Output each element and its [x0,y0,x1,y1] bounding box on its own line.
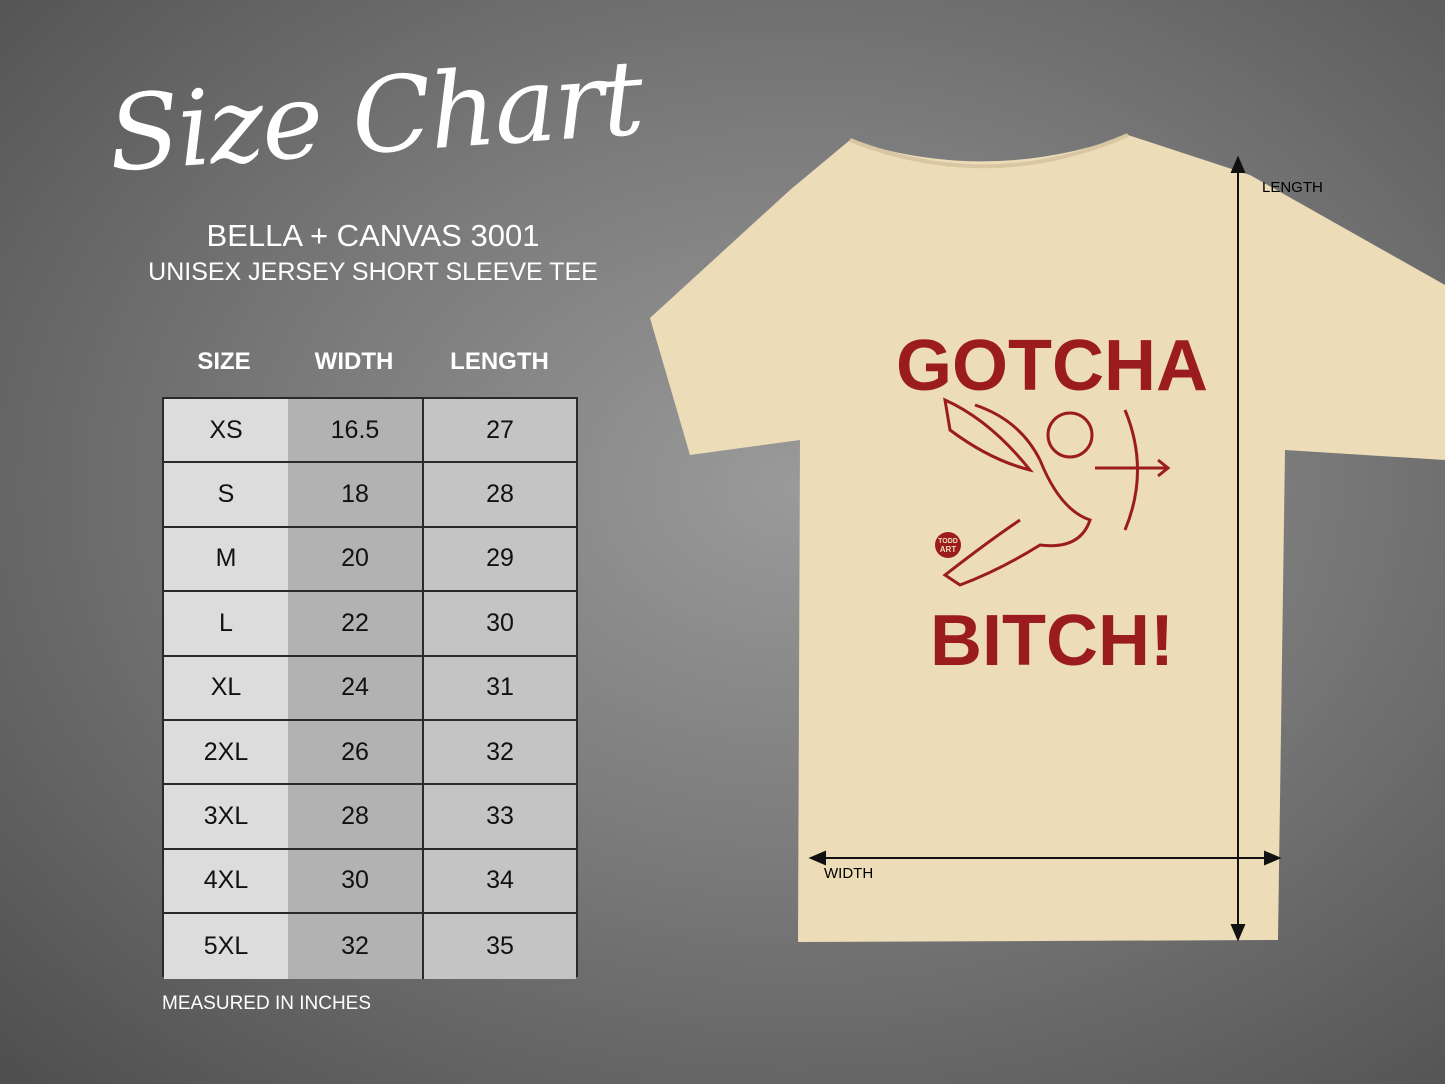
brand-model: BELLA + CANVAS 3001 [206,218,540,253]
todd-art-logo [935,532,961,558]
table-row: XL 24 31 [164,656,576,721]
width-arrow [808,850,1282,866]
print-text-top: GOTCHA [896,326,1208,406]
size-cell: 5XL [164,914,288,979]
width-cell: 22 [288,592,424,655]
logo-text-top: TODD [938,538,958,545]
table-row: 3XL 28 33 [164,785,576,850]
width-cell: 16.5 [288,399,424,462]
width-cell: 26 [288,720,424,784]
width-cell: 32 [288,914,424,979]
length-cell: 30 [424,592,576,655]
size-cell: M [164,527,288,591]
length-cell: 28 [424,463,576,526]
product-description: UNISEX JERSEY SHORT SLEEVE TEE [148,258,598,286]
measurement-note: MEASURED IN INCHES [162,993,372,1014]
table-row: XS 16.5 27 [164,399,576,464]
width-cell: 30 [288,849,424,913]
header-length: LENGTH [450,348,549,375]
length-cell: 31 [424,656,576,719]
logo-text-bottom: ART [940,545,957,554]
table-row: 4XL 30 34 [164,849,576,915]
size-table: XS 16.5 27 S 18 28 M 20 29 L 22 30 XL 24 31 2XL 26 32 3XL 2… [162,397,578,979]
length-cell: 29 [424,527,576,591]
width-cell: 28 [288,785,424,848]
size-cell: S [164,463,288,526]
table-row: S 18 28 [164,463,576,528]
width-cell: 24 [288,656,424,719]
size-cell: XL [164,656,288,719]
print-text-bottom: BITCH! [930,601,1174,681]
size-cell: L [164,592,288,655]
cupid-icon [942,397,1171,587]
table-row: 5XL 32 35 [164,914,576,979]
table-row: M 20 29 [164,527,576,593]
tshirt-body [650,135,1445,942]
length-label: LENGTH [1262,179,1323,196]
length-cell: 27 [424,399,576,462]
size-cell: 2XL [164,720,288,784]
width-cell: 18 [288,463,424,526]
size-cell: 4XL [164,849,288,913]
tshirt-collar [849,133,1129,169]
length-cell: 35 [424,914,576,979]
length-arrow [1230,155,1246,942]
length-cell: 32 [424,720,576,784]
size-cell: 3XL [164,785,288,848]
size-cell: XS [164,399,288,462]
width-cell: 20 [288,527,424,591]
table-row: 2XL 26 32 [164,720,576,786]
length-cell: 33 [424,785,576,848]
width-label: WIDTH [824,865,873,882]
table-row: L 22 30 [164,592,576,657]
header-size: SIZE [197,348,251,375]
header-width: WIDTH [314,348,394,375]
length-cell: 34 [424,849,576,913]
